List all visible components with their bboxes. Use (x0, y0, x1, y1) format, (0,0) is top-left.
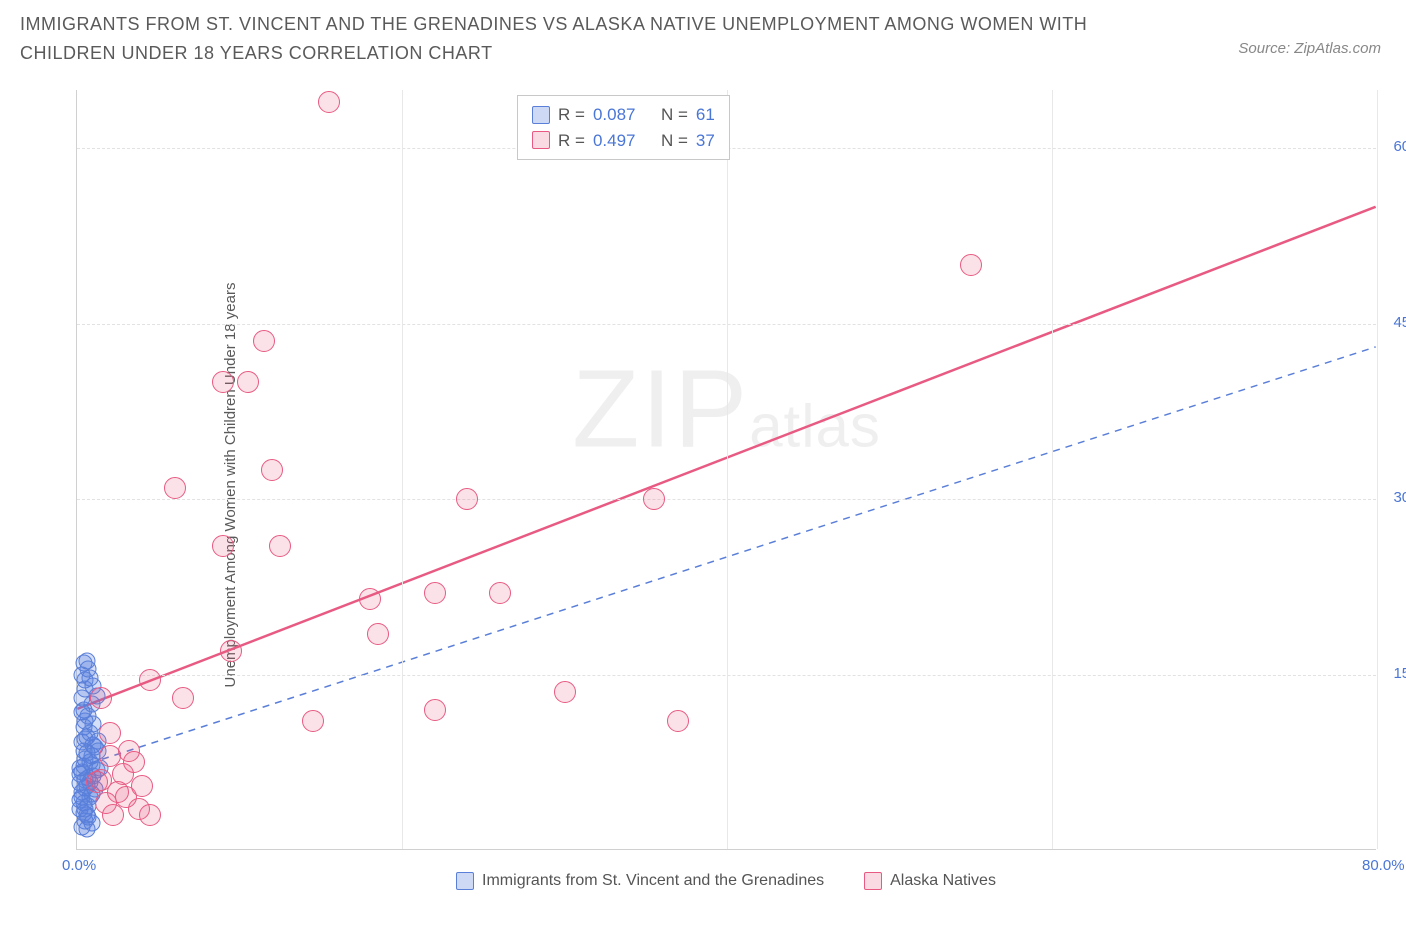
legend-row-pink: R = 0.497 N = 37 (532, 128, 715, 154)
data-point-pink (102, 804, 124, 826)
data-point-pink (424, 582, 446, 604)
data-point-pink (212, 535, 234, 557)
data-point-pink (164, 477, 186, 499)
legend-label-blue: Immigrants from St. Vincent and the Gren… (482, 872, 824, 890)
data-point-blue (78, 652, 95, 669)
y-tick-label: 15.0% (1381, 665, 1406, 682)
data-point-pink (172, 687, 194, 709)
data-point-pink (643, 488, 665, 510)
data-point-pink (424, 699, 446, 721)
data-point-pink (489, 582, 511, 604)
data-point-pink (269, 535, 291, 557)
n-label-2: N = (661, 128, 688, 154)
data-point-pink (139, 669, 161, 691)
swatch-pink-icon (864, 872, 882, 890)
swatch-pink-icon (532, 131, 550, 149)
y-tick-label: 60.0% (1381, 138, 1406, 155)
data-point-pink (359, 588, 381, 610)
gridline-v (402, 90, 403, 849)
gridline-v (1377, 90, 1378, 849)
data-point-pink (261, 459, 283, 481)
data-point-pink (253, 330, 275, 352)
data-point-pink (90, 687, 112, 709)
legend-label-pink: Alaska Natives (890, 872, 996, 890)
watermark-small: atlas (749, 392, 881, 459)
correlation-chart: Unemployment Among Women with Children U… (20, 80, 1386, 890)
data-point-pink (237, 371, 259, 393)
legend-item-pink: Alaska Natives (864, 872, 996, 890)
data-point-pink (456, 488, 478, 510)
data-point-pink (367, 623, 389, 645)
y-tick-label: 45.0% (1381, 314, 1406, 331)
data-point-pink (139, 804, 161, 826)
gridline-v (727, 90, 728, 849)
page-title: IMMIGRANTS FROM ST. VINCENT AND THE GREN… (20, 10, 1120, 68)
data-point-pink (220, 640, 242, 662)
r-label-2: R = (558, 128, 585, 154)
data-point-pink (667, 710, 689, 732)
data-point-pink (318, 91, 340, 113)
pink-r-value: 0.497 (593, 128, 636, 154)
data-point-blue (73, 704, 90, 721)
data-point-blue (75, 757, 92, 774)
source-name: ZipAtlas.com (1294, 40, 1381, 57)
legend-row-blue: R = 0.087 N = 61 (532, 102, 715, 128)
blue-r-value: 0.087 (593, 102, 636, 128)
swatch-blue-icon (532, 106, 550, 124)
data-point-blue (78, 820, 95, 837)
source-credit: Source: ZipAtlas.com (1238, 40, 1381, 57)
data-point-pink (960, 254, 982, 276)
data-point-pink (302, 710, 324, 732)
gridline-v (1052, 90, 1053, 849)
data-point-pink (86, 771, 108, 793)
pink-n-value: 37 (696, 128, 715, 154)
legend-item-blue: Immigrants from St. Vincent and the Gren… (456, 872, 824, 890)
series-legend: Immigrants from St. Vincent and the Gren… (76, 872, 1376, 890)
data-point-pink (99, 722, 121, 744)
source-label: Source: (1238, 40, 1290, 57)
data-point-pink (212, 371, 234, 393)
correlation-legend: R = 0.087 N = 61 R = 0.497 N = 37 (517, 95, 730, 160)
y-tick-label: 30.0% (1381, 489, 1406, 506)
r-label: R = (558, 102, 585, 128)
data-point-blue (82, 670, 99, 687)
n-label: N = (661, 102, 688, 128)
watermark-big: ZIP (572, 347, 749, 470)
blue-n-value: 61 (696, 102, 715, 128)
plot-area: ZIPatlas R = 0.087 N = 61 R = 0.497 N = … (76, 90, 1376, 850)
data-point-pink (554, 681, 576, 703)
data-point-pink (118, 740, 140, 762)
swatch-blue-icon (456, 872, 474, 890)
